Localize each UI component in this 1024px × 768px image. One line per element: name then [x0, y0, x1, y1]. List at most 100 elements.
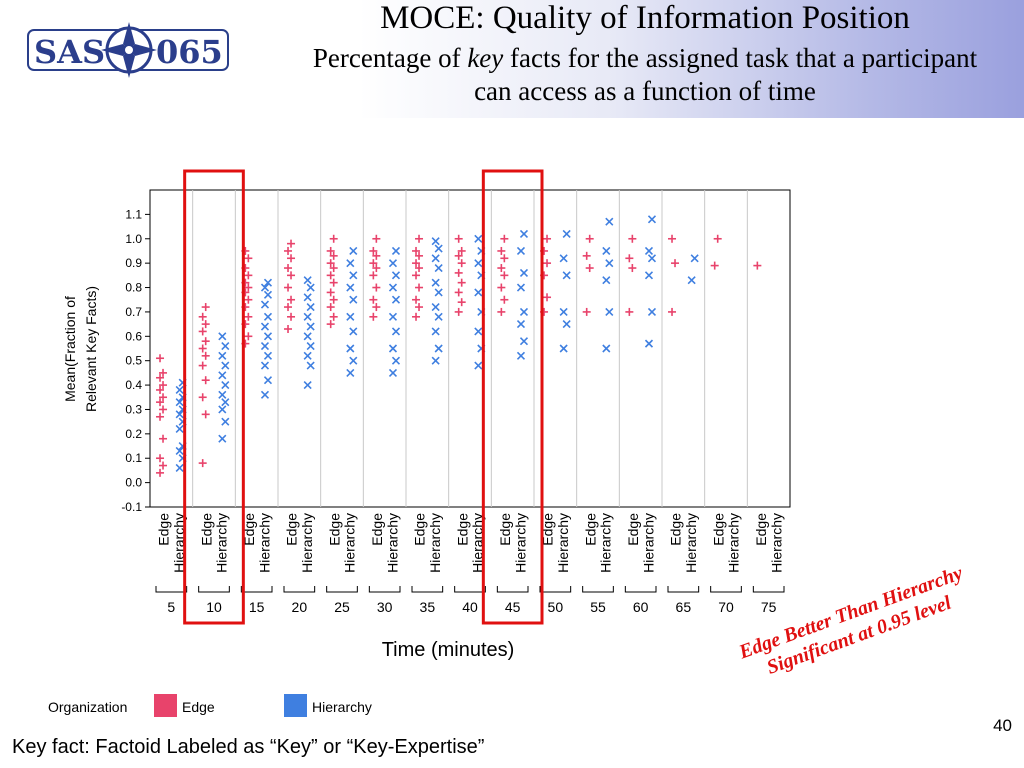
edge-plus-mark [454, 251, 463, 260]
hierarchy-x-mark [562, 271, 571, 280]
x-group-label: Edge [198, 513, 214, 546]
subtitle-suffix: facts for the assigned task that a parti… [474, 43, 978, 106]
edge-plus-mark [628, 264, 637, 273]
edge-plus-mark [753, 261, 762, 270]
hierarchy-x-mark [519, 307, 529, 316]
edge-plus-mark [326, 320, 335, 329]
edge-plus-mark [198, 361, 207, 370]
hierarchy-x-mark [434, 244, 443, 253]
hierarchy-x-mark [303, 312, 312, 321]
highlight-box [183, 169, 245, 625]
edge-plus-mark [156, 468, 165, 477]
hierarchy-x-mark [306, 283, 315, 292]
hierarchy-x-mark [218, 434, 227, 443]
hierarchy-x-mark [559, 307, 568, 316]
edge-plus-mark [329, 264, 338, 273]
hierarchy-x-mark [474, 361, 483, 370]
compass-rose-icon [101, 22, 157, 78]
hierarchy-x-mark [431, 237, 440, 246]
hierarchy-x-mark [605, 217, 614, 226]
edge-plus-mark [457, 298, 466, 307]
edge-plus-mark [369, 246, 378, 255]
legend-label-edge: Edge [182, 699, 215, 715]
time-bracket [368, 586, 401, 593]
hierarchy-x-mark [349, 246, 358, 256]
time-bracket [710, 586, 742, 593]
x-group-label: Edge [326, 513, 342, 546]
x-group-label: Edge [412, 513, 428, 546]
hierarchy-x-mark [303, 381, 312, 390]
hierarchy-x-mark [474, 288, 483, 297]
y-tick-label: 0.1 [125, 451, 142, 465]
hierarchy-x-mark [221, 341, 230, 351]
edge-plus-mark [156, 412, 165, 421]
edge-plus-mark [198, 393, 207, 402]
edge-plus-mark [369, 312, 378, 321]
y-tick-label: 1.1 [125, 207, 142, 221]
x-time-label: 70 [718, 599, 734, 615]
hierarchy-x-mark [346, 312, 355, 321]
hierarchy-x-mark [602, 246, 611, 256]
edge-plus-mark [244, 295, 253, 304]
hierarchy-x-mark [516, 320, 526, 329]
hierarchy-x-mark [516, 351, 526, 360]
edge-plus-mark [287, 254, 296, 263]
edge-plus-mark [585, 234, 594, 243]
x-group-label: Hierarchy [768, 513, 784, 573]
y-tick-label: 0.2 [125, 427, 142, 441]
edge-plus-mark [156, 373, 165, 382]
hierarchy-x-mark [388, 312, 398, 321]
edge-plus-mark [201, 320, 210, 329]
edge-plus-mark [412, 295, 421, 304]
x-time-label: 35 [420, 599, 436, 615]
y-tick-label: -0.1 [121, 500, 142, 514]
x-group-label: Edge [753, 513, 769, 546]
edge-plus-mark [543, 234, 552, 243]
time-bracket [454, 586, 486, 593]
x-group-label: Edge [540, 513, 556, 546]
edge-plus-mark [329, 295, 338, 304]
edge-plus-mark [372, 303, 381, 312]
hierarchy-x-mark [562, 229, 571, 238]
edge-plus-mark [326, 259, 335, 268]
hierarchy-x-mark [221, 361, 230, 370]
highlight-box [481, 169, 544, 625]
edge-plus-mark [500, 254, 509, 263]
hierarchy-x-mark [175, 424, 184, 434]
edge-plus-mark [454, 234, 463, 243]
hierarchy-x-mark [175, 410, 184, 419]
edge-plus-mark [710, 261, 719, 270]
hierarchy-x-mark [647, 254, 657, 263]
hierarchy-x-mark [474, 259, 483, 268]
x-group-label: Hierarchy [299, 513, 315, 573]
hierarchy-x-mark [221, 417, 230, 426]
edge-plus-mark [372, 251, 381, 260]
x-group-label: Hierarchy [470, 513, 486, 573]
edge-plus-mark [159, 393, 168, 402]
hierarchy-x-mark [391, 271, 401, 280]
hierarchy-x-mark [434, 263, 443, 273]
x-group-label: Hierarchy [171, 513, 187, 573]
legend-swatch-hierarchy [284, 694, 307, 717]
hierarchy-x-mark [605, 307, 614, 316]
edge-plus-mark [500, 295, 509, 304]
hierarchy-x-mark [175, 398, 184, 407]
y-axis-label-line1: Mean(Fraction of [62, 296, 78, 402]
edge-plus-mark [582, 251, 591, 260]
hierarchy-x-mark [263, 376, 273, 385]
edge-plus-mark [412, 246, 421, 255]
hierarchy-x-mark [602, 344, 611, 353]
x-group-label: Hierarchy [598, 513, 614, 573]
footnote: Key fact: Factoid Labeled as “Key” or “K… [12, 736, 485, 758]
hierarchy-x-mark [431, 254, 440, 263]
slide-title: MOCE: Quality of Information Position [380, 0, 910, 36]
hierarchy-x-mark [260, 341, 270, 351]
x-group-label: Edge [668, 513, 684, 546]
edge-plus-mark [369, 259, 378, 268]
hierarchy-x-mark [388, 344, 398, 353]
edge-plus-mark [582, 307, 591, 316]
y-tick-label: 0.6 [125, 329, 142, 343]
edge-plus-mark [457, 246, 466, 255]
